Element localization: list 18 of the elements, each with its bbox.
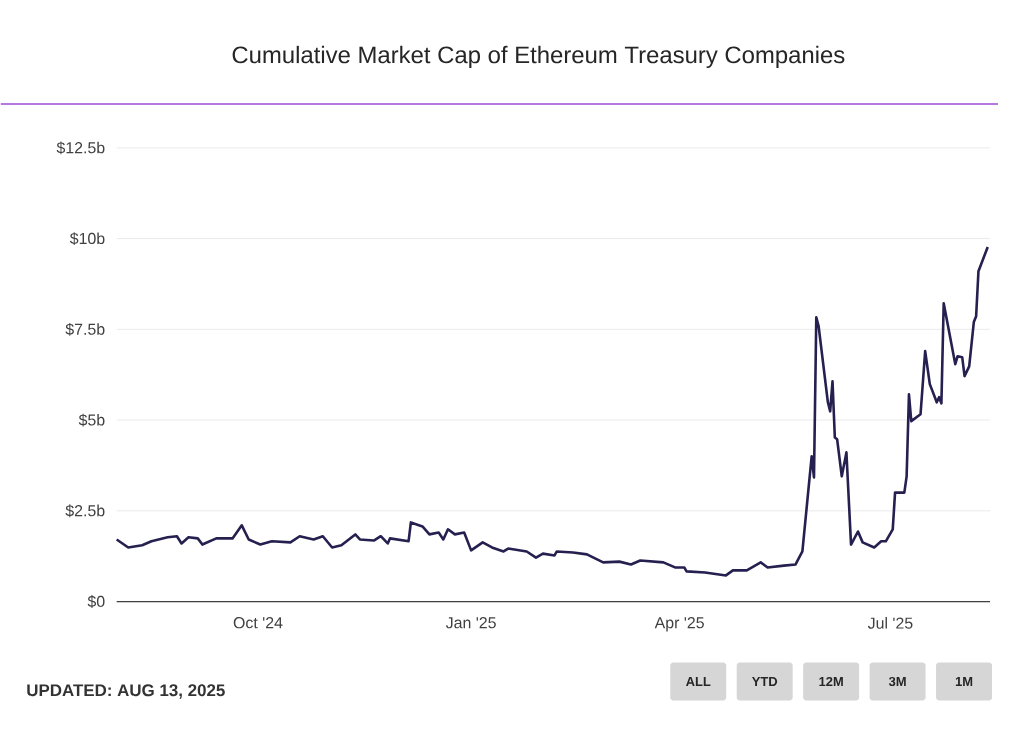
text: YTD (751, 676, 778, 686)
y-tick-label: $0 (87, 594, 105, 608)
x-tick-label: Jul '25 (867, 616, 913, 629)
y-tick-label: $7.5b (65, 322, 105, 336)
y-tick-label: $5b (78, 413, 105, 427)
x-tick-label: Jan '25 (445, 616, 496, 629)
x-tick-label: Oct '24 (233, 616, 283, 629)
chart-title: Cumulative Market Cap of Ethereum Treasury Companies (232, 45, 845, 68)
y-tick-label: $2.5b (65, 504, 105, 518)
x-tick-label: Apr '25 (654, 616, 704, 632)
y-tick-label: $10b (69, 231, 105, 245)
line-series (115, 245, 990, 577)
text: 1M (955, 676, 973, 686)
text: UPDATED: AUG 13, 2025 (27, 684, 225, 699)
text: 12M (819, 676, 843, 686)
text: ALL (685, 676, 711, 686)
text: 3M (888, 676, 906, 686)
y-tick-label: $12.5b (56, 141, 105, 155)
